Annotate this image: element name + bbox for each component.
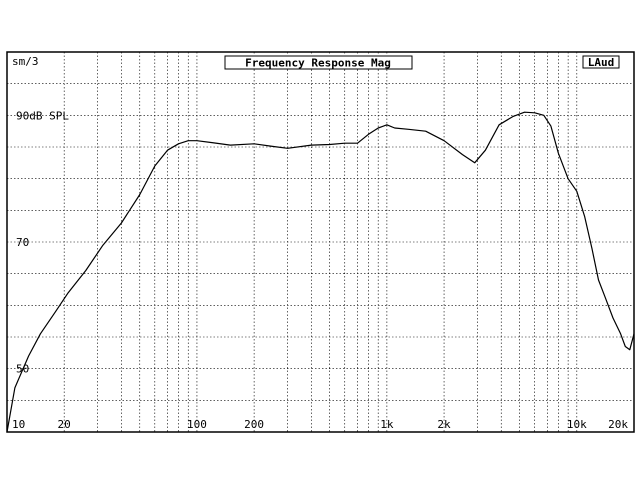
series-layer (6, 111, 635, 433)
x-tick-label: 1k (380, 418, 394, 431)
corner-label: sm/3 (12, 55, 39, 68)
x-tick-label: 200 (244, 418, 264, 431)
x-tick-label: 2k (437, 418, 451, 431)
y-tick-label: 70 (16, 236, 29, 249)
grid (7, 52, 634, 432)
chart-title: Frequency Response Mag (245, 57, 391, 70)
plot-frame (6, 51, 635, 433)
x-tick-label: 20k (608, 418, 628, 431)
x-tick-label: 20 (58, 418, 71, 431)
chart-title-box (224, 55, 413, 70)
x-tick-label: 10 (12, 418, 25, 431)
channel-label-box (582, 55, 620, 69)
y-tick-label: 90dB SPL (16, 109, 69, 122)
channel-label: LAud (588, 56, 615, 69)
response-curve-0 (6, 111, 635, 433)
x-tick-label: 10k (567, 418, 587, 431)
x-tick-label: 100 (187, 418, 207, 431)
